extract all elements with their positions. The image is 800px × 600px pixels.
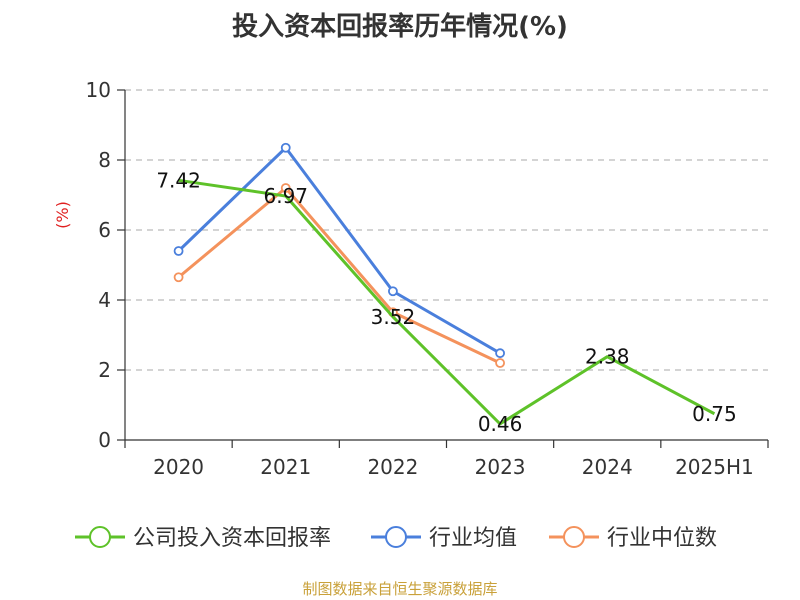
legend-label: 行业均值 — [429, 526, 517, 551]
data-label: 7.42 — [156, 168, 201, 192]
series-line-2 — [177, 186, 501, 365]
series-point-1 — [280, 142, 291, 153]
data-label: 3.52 — [371, 305, 416, 329]
x-tick-label: 2025H1 — [675, 455, 754, 479]
chart-title: 投入资本回报率历年情况(%) — [232, 12, 568, 42]
series-point-1 — [388, 286, 398, 297]
series-point-1 — [495, 348, 505, 359]
x-tick-label: 2021 — [260, 455, 311, 479]
y-tick-label: 0 — [98, 428, 111, 452]
legend-swatch-marker — [385, 526, 407, 548]
data-label: 6.97 — [263, 184, 308, 208]
x-tick-label: 2022 — [367, 455, 418, 479]
series-line-0 — [178, 178, 716, 426]
source-note: 制图数据来自恒生聚源数据库 — [302, 580, 498, 598]
series-point-2 — [173, 272, 184, 283]
y-tick-label: 6 — [98, 218, 111, 242]
series-point-2 — [495, 358, 505, 368]
series-line-1 — [177, 146, 501, 355]
x-tick-label: 2023 — [475, 455, 526, 479]
y-axis-label: (%) — [53, 201, 72, 229]
series-point-1 — [173, 246, 184, 256]
data-label: 0.46 — [478, 412, 523, 436]
legend-label: 公司投入资本回报率 — [133, 526, 331, 551]
y-tick-label: 8 — [98, 148, 111, 172]
data-label: 2.38 — [585, 345, 630, 369]
x-tick-label: 2020 — [153, 455, 204, 479]
legend-swatch-marker — [563, 526, 585, 548]
y-tick-label: 4 — [98, 288, 111, 312]
y-tick-label: 2 — [98, 358, 111, 382]
x-tick-label: 2024 — [582, 455, 633, 479]
legend-swatch-marker — [89, 526, 111, 548]
legend-label: 行业中位数 — [607, 526, 717, 551]
series-point-2 — [280, 183, 291, 193]
data-label: 0.75 — [692, 402, 737, 426]
y-tick-label: 10 — [86, 78, 111, 102]
